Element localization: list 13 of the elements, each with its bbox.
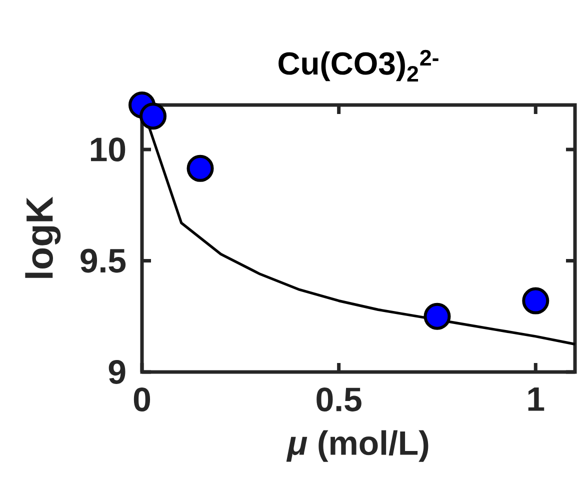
y-tick-label: 9.5	[80, 248, 126, 273]
x-tick-label: 0.5	[316, 387, 362, 412]
y-tick-label: 10	[90, 138, 126, 162]
point	[424, 302, 451, 330]
y-axis-title: logK	[25, 196, 61, 278]
point	[140, 102, 167, 130]
point	[186, 154, 214, 182]
x-tick-label: 1	[528, 387, 544, 411]
y-tick-label: 9	[108, 360, 126, 384]
chart-title: Cu(CO3)$_{2}$2-	[278, 50, 438, 82]
point	[522, 287, 550, 314]
x-axis-title: μ (mol/L)	[286, 430, 428, 462]
x-tick-label: 0	[134, 387, 150, 412]
